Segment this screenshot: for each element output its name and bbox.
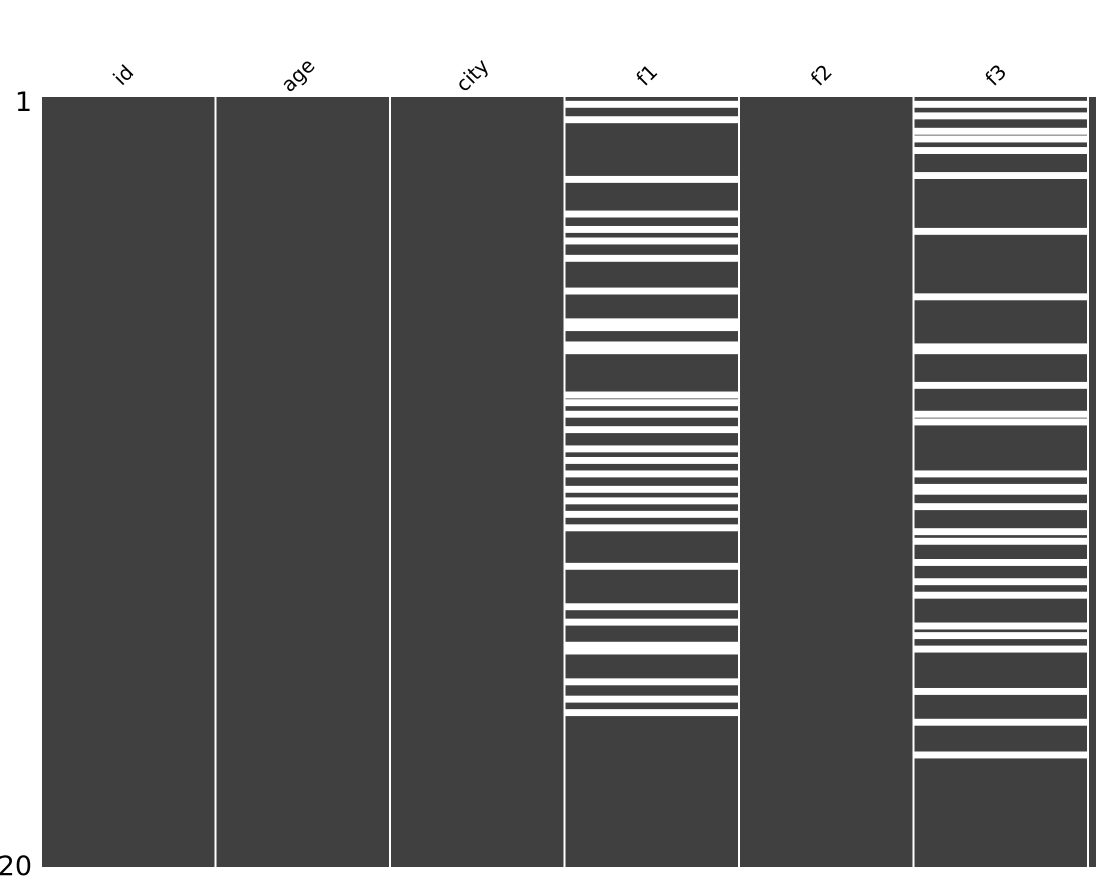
missing-mark-f3-10 — [914, 381, 1087, 389]
matrix-columns — [42, 97, 1096, 867]
missing-mark-f3-5 — [914, 172, 1087, 180]
missing-mark-f1-20 — [565, 497, 738, 505]
missing-mark-f3-7 — [914, 293, 1087, 301]
missing-mark-f1-19 — [565, 485, 738, 493]
missing-mark-f1-21 — [565, 510, 738, 518]
missing-mark-f3-2 — [914, 127, 1087, 135]
missing-mark-f1-27 — [565, 647, 738, 655]
missing-mark-f1-3 — [565, 210, 738, 218]
missing-mark-f3-13 — [914, 470, 1087, 478]
column-label-age: age — [276, 53, 319, 96]
missing-mark-f1-2 — [565, 175, 738, 183]
missing-mark-f3-27 — [914, 751, 1087, 759]
missing-mark-f3-4 — [914, 147, 1087, 154]
missing-mark-f1-8 — [565, 318, 738, 326]
missing-mark-f1-23 — [565, 562, 738, 570]
column-label-id: id — [108, 60, 138, 90]
missing-mark-f1-22 — [565, 524, 738, 532]
missing-mark-f1-12 — [565, 391, 738, 399]
missing-mark-f1-7 — [565, 287, 738, 295]
missing-mark-f3-15 — [914, 487, 1087, 495]
missing-mark-f3-19 — [914, 559, 1087, 566]
missing-mark-f1-17 — [565, 456, 738, 464]
missing-value-marks — [565, 100, 1087, 759]
column-label-f3: f3 — [980, 60, 1011, 91]
missing-mark-f1-16 — [565, 445, 738, 453]
missing-mark-f3-26 — [914, 718, 1087, 726]
missing-mark-f1-11 — [565, 347, 738, 355]
missing-mark-f3-6 — [914, 227, 1087, 235]
sparkline-edge-column — [1089, 97, 1096, 867]
missing-mark-f1-5 — [565, 237, 738, 245]
missing-mark-f1-4 — [565, 225, 738, 233]
missing-mark-f3-1 — [914, 112, 1087, 120]
missing-mark-f3-21 — [914, 591, 1087, 599]
column-labels: id age city f1 f2 f3 — [108, 53, 1011, 96]
column-label-f1: f1 — [631, 60, 662, 91]
column-bar-age — [216, 97, 389, 867]
missing-mark-f1-18 — [565, 470, 738, 478]
row-label-first: 1 — [15, 87, 32, 118]
missing-mark-f1-1 — [565, 116, 738, 124]
column-bar-id — [42, 97, 215, 867]
missing-mark-f3-17 — [914, 528, 1087, 536]
missing-mark-f3-9 — [914, 347, 1087, 355]
missing-mark-f1-24 — [565, 603, 738, 611]
column-bar-city — [391, 97, 564, 867]
missing-mark-f1-0 — [565, 100, 738, 108]
column-bar-f2 — [740, 97, 913, 867]
missing-mark-f1-9 — [565, 324, 738, 332]
missing-mark-f1-15 — [565, 426, 738, 434]
missing-mark-f3-8 — [914, 343, 1087, 351]
column-label-city: city — [451, 54, 494, 97]
missing-mark-f1-28 — [565, 678, 738, 686]
missing-mark-f3-24 — [914, 645, 1087, 653]
missing-mark-f1-14 — [565, 410, 738, 418]
missing-mark-f3-0 — [914, 100, 1087, 108]
missing-mark-f3-22 — [914, 622, 1087, 630]
missing-mark-f3-25 — [914, 687, 1087, 695]
column-bar-f3 — [914, 97, 1087, 867]
missing-mark-f1-26 — [565, 641, 738, 649]
missing-mark-f3-23 — [914, 632, 1087, 640]
missing-mark-f3-11 — [914, 410, 1087, 418]
missing-mark-f3-3 — [914, 135, 1087, 143]
missing-mark-f1-10 — [565, 341, 738, 349]
missing-mark-f3-20 — [914, 578, 1087, 586]
missing-mark-f3-14 — [914, 483, 1087, 491]
column-label-f2: f2 — [806, 60, 837, 91]
missing-mark-f1-30 — [565, 709, 738, 717]
missing-mark-f1-6 — [565, 254, 738, 262]
missing-mark-f1-29 — [565, 695, 738, 703]
missing-mark-f1-13 — [565, 399, 738, 407]
column-bar-f1 — [565, 97, 738, 867]
missing-mark-f3-12 — [914, 418, 1087, 426]
missing-mark-f3-18 — [914, 537, 1087, 545]
missing-mark-f1-25 — [565, 618, 738, 626]
row-label-last: 20 — [0, 851, 32, 882]
missing-mark-f3-16 — [914, 503, 1087, 511]
